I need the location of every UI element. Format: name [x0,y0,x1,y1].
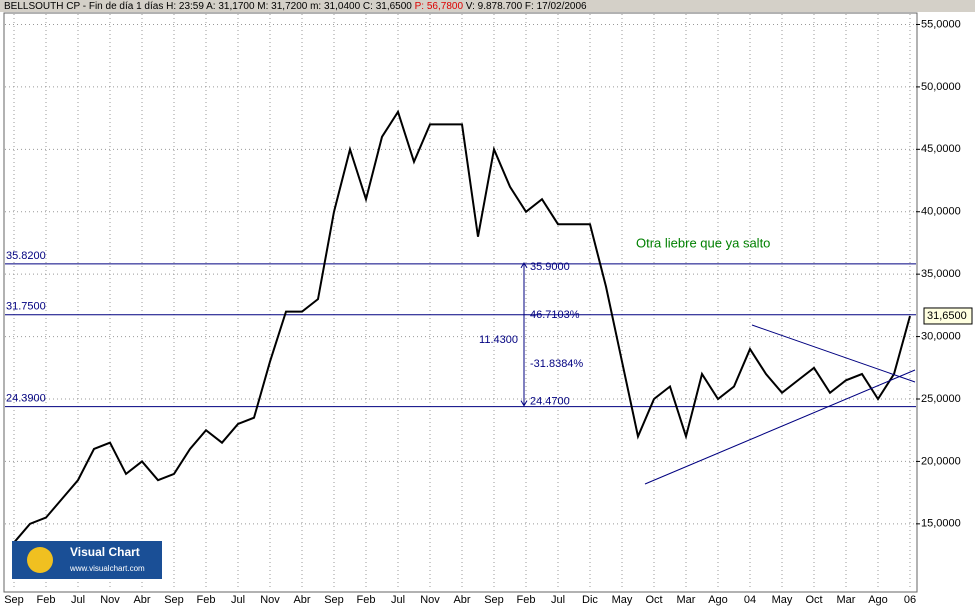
x-tick-label: Ago [708,594,728,606]
x-tick-label: May [772,594,793,606]
note: Otra liebre que ya salto [636,235,770,250]
x-tick-label: Feb [197,594,216,606]
y-tick-label: 35,0000 [921,268,961,280]
plot-frame [3,12,918,593]
x-tick-label: Feb [517,594,536,606]
price-line [13,109,911,544]
level-label: 24.3900 [6,393,46,405]
x-tick-label: Sep [324,594,344,606]
measure-range: 11.4300 [479,334,518,346]
x-tick-label: Jul [551,594,565,606]
x-tick-label: Feb [357,594,376,606]
header-p: P: 56,7800 [415,1,464,12]
x-tick-label: 04 [744,594,756,606]
x-tick-label: Mar [837,594,856,606]
measure-low: 24.4700 [530,396,570,408]
measure-high: 35.9000 [530,261,570,273]
x-tick-label: Feb [37,594,56,606]
logo-icon [27,547,53,573]
x-tick-label: Oct [805,594,822,606]
y-tick-label: 25,0000 [921,393,961,405]
x-tick-label: Ago [868,594,888,606]
x-tick-label: May [612,594,633,606]
x-tick-label: Mar [677,594,696,606]
arrow-head [520,261,528,407]
header-text: BELLSOUTH CP - Fin de día 1 días H: 23:5… [4,1,587,12]
x-tick-label: Abr [133,594,150,606]
y-tick-label: 45,0000 [921,143,961,155]
header-main: BELLSOUTH CP - Fin de día 1 días H: 23:5… [4,1,412,12]
y-tick-label: 55,0000 [921,18,961,30]
last-price-label: 31,6500 [927,310,967,322]
level-label: 31.7500 [6,301,46,313]
measure-down: -31.8384% [530,358,583,370]
x-tick-label: Oct [645,594,662,606]
plot: 15,0000 20,0000 25,0000 30,0000 35,0000 40,00… [4,14,961,606]
x-tick-label: Nov [260,594,280,606]
x-tick-label: Jul [391,594,405,606]
x-tick-label: Sep [484,594,504,606]
x-tick-label: Sep [164,594,184,606]
x-tick-label: Jul [71,594,85,606]
x-tick-label: Abr [293,594,310,606]
y-tick-label: 30,0000 [921,330,961,342]
x-tick-label: Sep [4,594,24,606]
logo-url: www.visualchart.com [69,564,145,573]
header-bar [0,0,975,12]
x-tick-label: Dic [582,594,598,606]
trendline [751,324,916,383]
y-tick-label: 40,0000 [921,206,961,218]
x-tick-label: 06 [904,594,916,606]
header-rest: V: 9.878.700 F: 17/02/2006 [466,1,587,12]
level-label: 35.8200 [6,250,46,262]
x-tick-label: Abr [453,594,470,606]
x-tick-label: Nov [420,594,440,606]
measure-up: 46.7103% [530,309,580,321]
y-tick-label: 15,0000 [921,518,961,530]
x-tick-label: Jul [231,594,245,606]
x-tick-label: Nov [100,594,120,606]
y-tick-label: 50,0000 [921,81,961,93]
trendline [644,369,916,485]
last-price-box [923,307,973,325]
logo-title: Visual Chart [70,545,140,559]
y-tick-label: 20,0000 [921,455,961,467]
